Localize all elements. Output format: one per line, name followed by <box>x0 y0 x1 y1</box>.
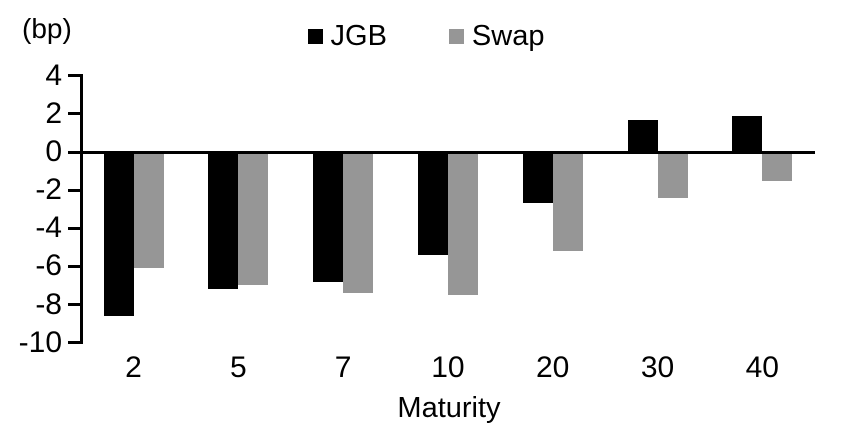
y-tick-label--10: -10 <box>18 325 62 359</box>
x-tick-label-30: 30 <box>640 351 675 384</box>
y-tick-label-4: 4 <box>45 58 62 92</box>
y-axis-tick <box>68 264 83 268</box>
y-tick-label--4: -4 <box>35 211 62 245</box>
x-tick-label-5: 5 <box>229 351 247 384</box>
y-tick-label-2: 2 <box>45 96 62 130</box>
x-tick-label-40: 40 <box>745 351 779 384</box>
bar-jgb-20 <box>522 152 553 204</box>
y-tick-label--2: -2 <box>35 173 62 207</box>
x-tick-label-7: 7 <box>334 351 352 384</box>
legend-item-jgb: JGB <box>307 20 387 52</box>
bar-swap-40 <box>762 152 793 181</box>
bar-jgb-5 <box>208 152 239 290</box>
bar-jgb-7 <box>313 152 344 282</box>
bar-jgb-30 <box>627 119 658 152</box>
bar-swap-7 <box>343 152 374 294</box>
bar-swap-30 <box>657 152 688 198</box>
y-axis-line <box>80 74 83 345</box>
y-axis-tick <box>68 303 83 307</box>
bar-jgb-40 <box>732 115 763 152</box>
legend-item-swap: Swap <box>448 20 545 52</box>
bar-swap-2 <box>133 152 164 269</box>
zero-baseline <box>80 150 815 154</box>
bar-swap-10 <box>447 152 478 295</box>
y-tick-label-0: 0 <box>45 135 62 168</box>
y-axis-tick <box>68 112 83 116</box>
x-tick-label-2: 2 <box>125 351 142 384</box>
y-tick-label--8: -8 <box>35 287 62 321</box>
x-tick-label-20: 20 <box>536 351 570 384</box>
bar-jgb-2 <box>103 152 134 316</box>
legend: JGB Swap <box>0 20 852 52</box>
bar-swap-20 <box>552 152 583 252</box>
y-axis-tick <box>68 226 83 230</box>
x-tick-label-10: 10 <box>431 351 465 384</box>
legend-label: JGB <box>330 20 387 52</box>
legend-swatch-icon <box>448 28 464 44</box>
legend-label: Swap <box>471 20 545 52</box>
x-axis-title: Maturity <box>397 392 501 424</box>
y-axis-tick <box>68 74 83 78</box>
legend-swatch-icon <box>307 28 323 44</box>
y-tick-label--6: -6 <box>35 249 62 283</box>
bar-jgb-10 <box>417 152 448 255</box>
y-axis-tick <box>68 188 83 192</box>
y-axis-tick <box>68 150 83 154</box>
bar-swap-5 <box>238 152 269 286</box>
y-axis-tick <box>68 341 83 345</box>
y-axis-unit-label: (bp) <box>22 13 72 44</box>
